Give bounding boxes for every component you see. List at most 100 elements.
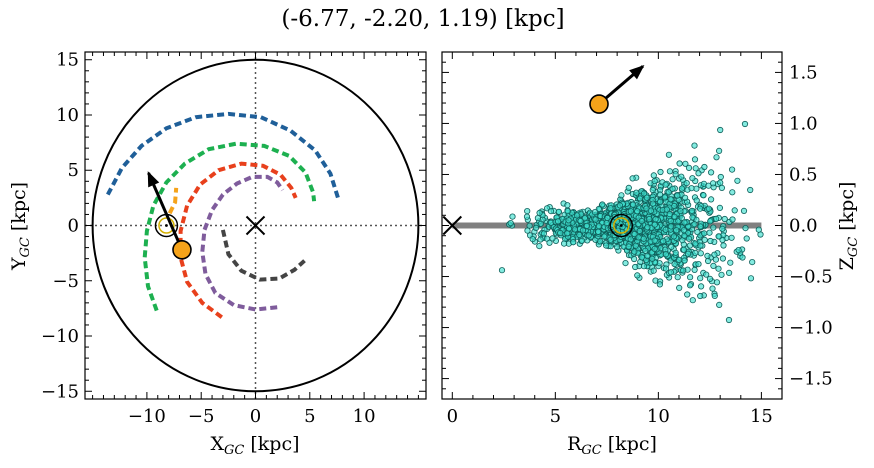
scatter-point [731, 207, 738, 214]
right-x-axis-unit: [kpc] [602, 433, 657, 455]
left-x-axis-subscript: GC [224, 443, 244, 458]
scatter-point [717, 179, 724, 186]
scatter-point [735, 247, 742, 254]
left-x-axis-unit: [kpc] [244, 433, 299, 455]
scatter-point [725, 316, 733, 324]
scatter-point [705, 205, 712, 212]
scatter-point [700, 230, 708, 237]
left-x-tick-label: 0 [250, 406, 261, 427]
scatter-point [697, 283, 705, 290]
right-y-axis-label: ZGC [kpc] [836, 182, 861, 271]
galactic-center-marker-rz [442, 215, 463, 236]
scatter-point [729, 189, 736, 196]
scatter-point [686, 282, 694, 289]
scatter-point [573, 212, 581, 219]
scatter-point [660, 238, 667, 245]
scatter-point [631, 248, 638, 255]
scatter-point [683, 180, 690, 187]
scatter-point [601, 233, 608, 240]
scatter-point [672, 249, 679, 256]
scatter-point [686, 242, 694, 249]
scatter-point [656, 281, 664, 288]
scatter-point [707, 218, 714, 225]
scatter-point [629, 175, 636, 182]
scatter-point [717, 173, 724, 181]
scatter-point [705, 182, 712, 189]
scatter-point [674, 274, 681, 281]
right-x-tick-label: 5 [550, 406, 561, 427]
scatter-point [509, 213, 516, 220]
scatter-point [741, 120, 749, 128]
scatter-point [640, 190, 648, 197]
scatter-point [706, 229, 713, 236]
star-marker-rz [589, 94, 609, 114]
scatter-point [747, 275, 755, 282]
scatter-point [695, 260, 702, 268]
scatter-point [557, 229, 564, 237]
scatter-point [691, 142, 698, 149]
scatter-point [643, 194, 651, 201]
scatter-point [710, 262, 717, 269]
sun-marker-rz-inner-ring [613, 217, 630, 234]
scatter-point [692, 249, 699, 256]
scatter-point [666, 168, 674, 175]
scatter-point [697, 275, 704, 282]
scatter-point [603, 242, 610, 249]
scatter-point [665, 189, 672, 196]
scatter-point [537, 236, 544, 243]
right-y-tick-label: 1.5 [789, 62, 818, 83]
scatter-point [644, 252, 651, 259]
scatter-point [706, 275, 714, 282]
sun-marker-rz [609, 213, 634, 238]
scatter-point [692, 240, 699, 247]
scatter-point [711, 292, 718, 299]
scatter-point [755, 226, 762, 233]
scatter-point [549, 235, 556, 242]
scatter-point [636, 195, 644, 202]
scatter-point [613, 243, 621, 251]
scatter-point [650, 172, 657, 179]
left-ticks [85, 52, 426, 399]
scatter-point [642, 247, 649, 254]
scatter-point [676, 160, 683, 167]
left-plot-area [85, 52, 426, 399]
scatter-point [688, 185, 695, 192]
scatter-point [728, 234, 735, 241]
left-y-axis-letter: Y [8, 257, 30, 271]
scatter-point [712, 215, 720, 222]
scatter-point [696, 205, 704, 212]
scatter-point [554, 218, 562, 225]
right-ticks [442, 52, 783, 400]
scatter-point [680, 227, 688, 234]
scatter-point [595, 223, 603, 230]
scatter-point [651, 237, 658, 244]
scatter-point [571, 226, 579, 233]
scatter-point [701, 163, 708, 171]
scatter-point [564, 202, 571, 209]
right-plot-area [442, 64, 764, 324]
right-y-tick-label: 1.0 [789, 113, 818, 134]
scatter-point [536, 209, 543, 216]
galactic-center-marker-rz-stroke-b [442, 215, 463, 236]
scatter-point [635, 234, 642, 241]
scatter-point [661, 194, 668, 201]
scatter-point [716, 301, 723, 308]
scatter-point [662, 265, 670, 272]
left-x-tick-label: −10 [128, 406, 166, 427]
scatter-point [636, 227, 643, 235]
spiral-arm-3 [200, 174, 285, 312]
scatter-point [740, 207, 748, 214]
scatter-point [603, 220, 610, 227]
right-panel: 0 5 10 15 −1.5 −1.0 −0.5 0.0 0.5 1.0 1.5 [441, 51, 833, 427]
velocity-arrow-shaft [147, 172, 184, 251]
scatter-point [656, 191, 664, 198]
scatter-point [631, 231, 638, 238]
right-y-axis-subscript: GC [846, 237, 861, 257]
scatter-point [693, 197, 700, 204]
left-y-axis-label: YGC [kpc] [8, 182, 33, 271]
scatter-point [697, 250, 704, 257]
scatter-point [685, 235, 693, 242]
scatter-point [627, 236, 634, 243]
scatter-point [689, 297, 696, 304]
